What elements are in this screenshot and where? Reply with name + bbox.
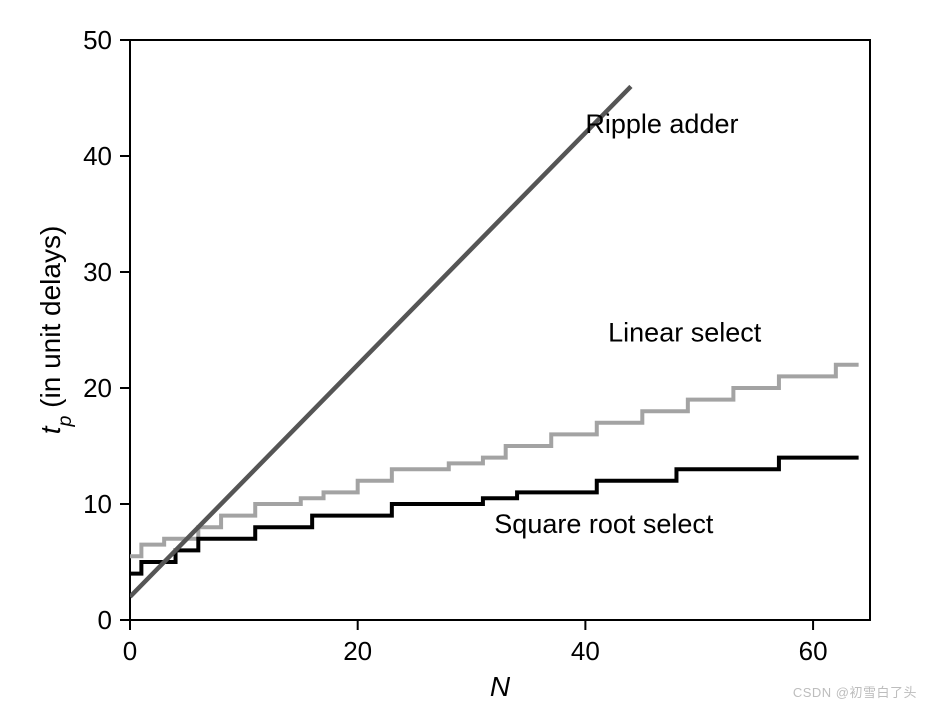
- svg-text:0: 0: [123, 636, 137, 666]
- svg-text:30: 30: [83, 257, 112, 287]
- x-axis-label: N: [490, 671, 511, 702]
- svg-text:10: 10: [83, 489, 112, 519]
- svg-text:0: 0: [98, 605, 112, 635]
- watermark: CSDN @初雪白了头: [793, 682, 917, 701]
- label-sqrt: Square root select: [494, 509, 714, 539]
- chart-container: 020406001020304050Ntp (in unit delays)Ri…: [0, 0, 929, 707]
- svg-text:40: 40: [571, 636, 600, 666]
- label-linear: Linear select: [608, 318, 762, 348]
- svg-text:50: 50: [83, 25, 112, 55]
- delay-chart: 020406001020304050Ntp (in unit delays)Ri…: [0, 0, 929, 707]
- svg-text:40: 40: [83, 141, 112, 171]
- svg-text:20: 20: [343, 636, 372, 666]
- svg-text:20: 20: [83, 373, 112, 403]
- svg-text:60: 60: [799, 636, 828, 666]
- label-ripple: Ripple adder: [585, 109, 738, 139]
